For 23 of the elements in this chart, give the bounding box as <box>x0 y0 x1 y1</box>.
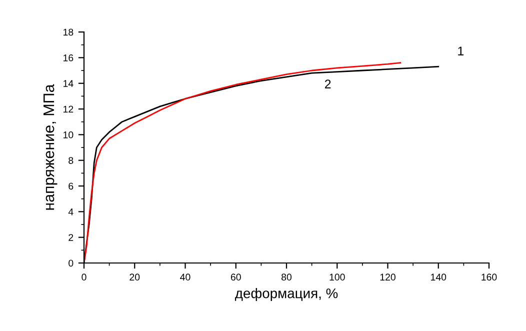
x-tick-label: 120 <box>380 274 396 281</box>
y-axis-title: напряжение, МПа <box>44 84 58 210</box>
annotation: 1 <box>458 46 464 56</box>
x-tick-label: 0 <box>82 274 86 281</box>
y-tick-label: 14 <box>64 80 74 87</box>
y-tick-label: 2 <box>68 234 74 241</box>
x-axis-title: деформация, % <box>235 288 338 301</box>
annotation: 2 <box>324 80 331 88</box>
y-tick-label: 4 <box>68 208 74 216</box>
x-tick-label: 40 <box>180 274 190 281</box>
y-tick-label: 18 <box>64 28 74 36</box>
x-tick-label: 60 <box>230 274 241 281</box>
y-tick-label: 10 <box>64 131 74 138</box>
y-tick-label: 16 <box>64 54 74 62</box>
x-tick-label: 100 <box>330 274 345 281</box>
y-tick-label: 8 <box>68 157 74 164</box>
y-tick-label: 0 <box>68 260 74 267</box>
x-tick-label: 140 <box>431 274 446 281</box>
y-tick-label: 12 <box>64 106 74 113</box>
x-tick-label: 80 <box>282 274 292 281</box>
x-tick-label: 160 <box>482 274 497 281</box>
x-tick-label: 20 <box>130 274 140 281</box>
y-tick-label: 6 <box>68 182 74 190</box>
